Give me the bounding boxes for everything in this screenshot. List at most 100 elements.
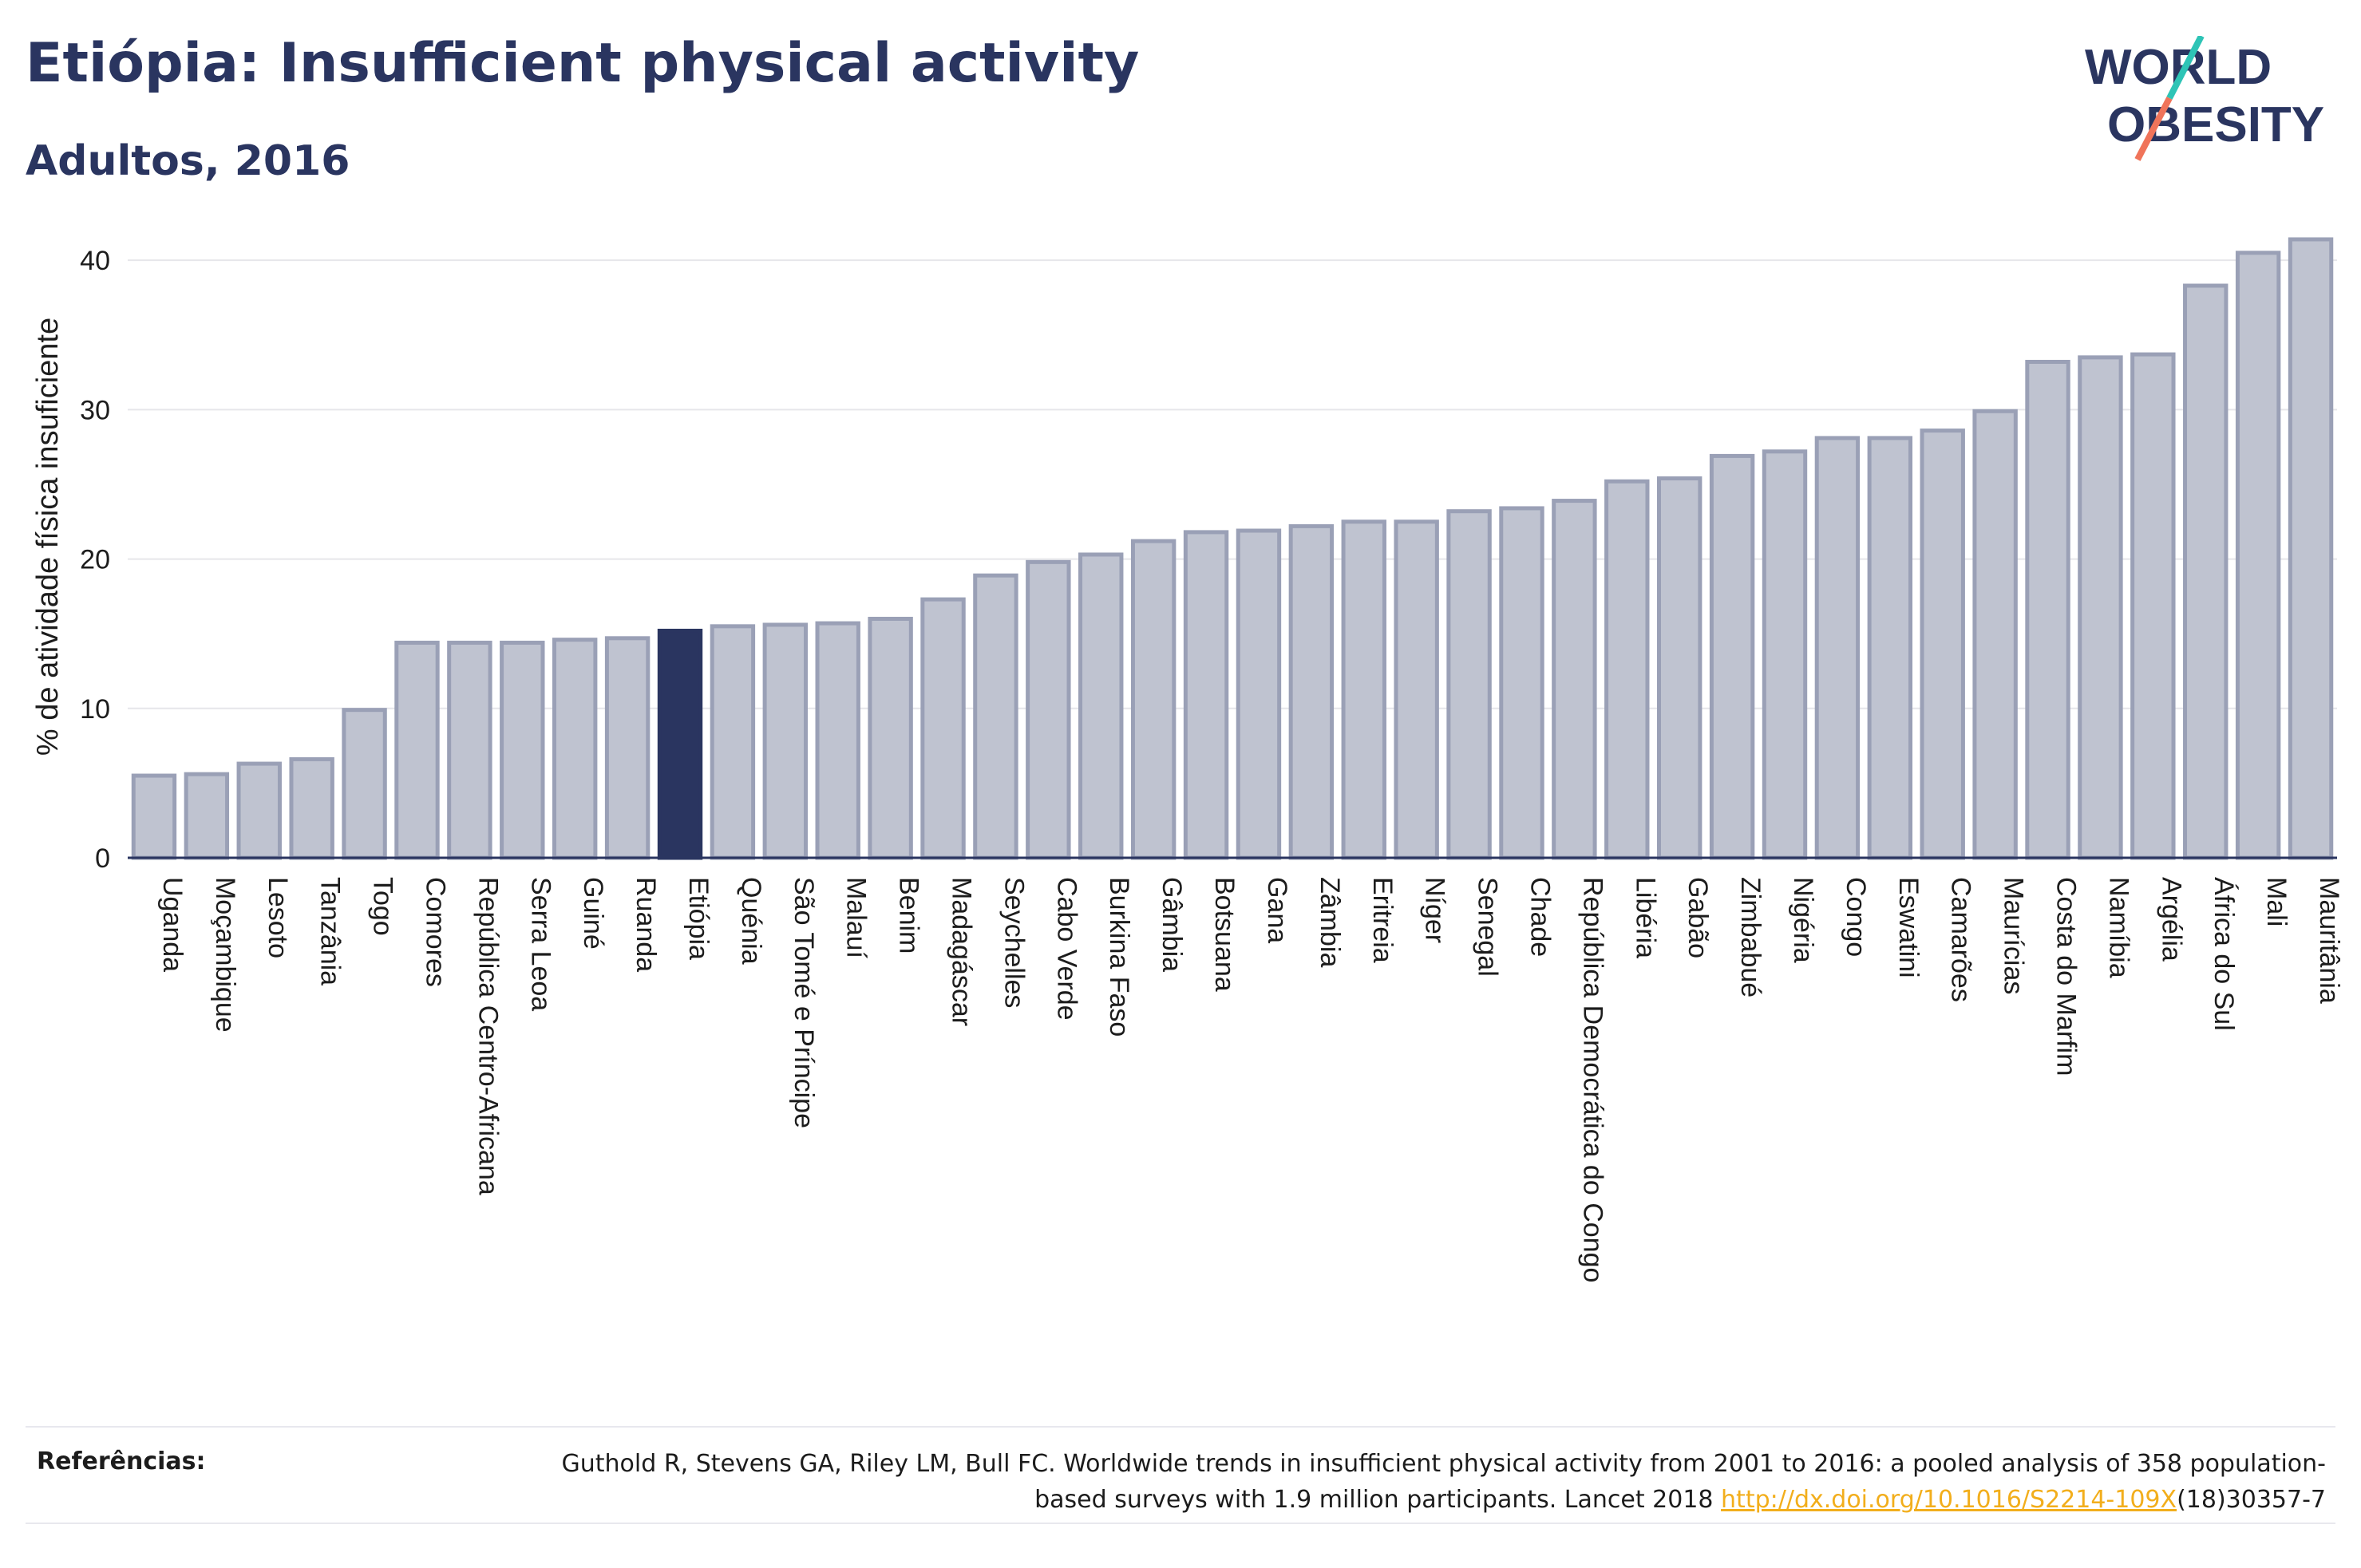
world-obesity-logo: WORLD OBESITY (2085, 36, 2324, 161)
page-title: Etiópia: Insufficient physical activity (26, 32, 1140, 95)
bar-camarões (1920, 429, 1965, 860)
bar-etiópia (657, 628, 703, 860)
references-label: Referências: (37, 1448, 206, 1475)
divider-top (26, 1426, 2335, 1428)
x-tick-label: África do Sul (2209, 877, 2239, 1031)
bar-libéria (1604, 479, 1650, 860)
y-tick-label: 20 (80, 545, 110, 575)
x-tick-label: República Centro-Africana (473, 877, 503, 1195)
y-tick-label: 0 (95, 843, 110, 874)
x-tick-label: Benim (894, 877, 924, 954)
bar-moçambique (184, 772, 230, 860)
x-tick-label: República Democrática do Congo (1577, 877, 1608, 1282)
divider-bottom (26, 1523, 2335, 1524)
references-citation: Guthold R, Stevens GA, Riley LM, Bull FC… (561, 1450, 2326, 1514)
bar-áfrica-do-sul (2183, 283, 2229, 860)
bar-níger (1394, 519, 1439, 860)
bar-senegal (1446, 509, 1492, 860)
bar-zâmbia (1288, 523, 1335, 860)
x-tick-label: Namíbia (2103, 877, 2134, 978)
bar-cabo-verde (1026, 559, 1071, 860)
bar-lesoto (236, 761, 282, 860)
x-tick-label: Ruanda (631, 877, 661, 972)
bar-gana (1236, 528, 1282, 860)
bar-maurícias (1972, 409, 2018, 860)
logo-slash-teal (2166, 36, 2205, 100)
x-tick-label: Seychelles (999, 877, 1029, 1008)
x-tick-label: Quénia (736, 877, 766, 965)
bar-eswatini (1867, 436, 1913, 860)
x-tick-label: Serra Leoa (525, 877, 556, 1011)
bar-chade (1499, 506, 1544, 860)
bar-gâmbia (1130, 539, 1177, 860)
x-tick-label: Zâmbia (1315, 877, 1345, 967)
x-tick-label: Maurícias (1999, 877, 2029, 994)
x-tick-label: Eswatini (1893, 877, 1924, 978)
references-text: Guthold R, Stevens GA, Riley LM, Bull FC… (490, 1446, 2326, 1518)
x-tick-label: Togo (368, 877, 398, 936)
bar-serra-leoa (500, 640, 545, 860)
x-tick-label: Madagáscar (947, 877, 977, 1026)
x-tick-label: Chade (1525, 877, 1555, 957)
bar-costa-do-marfim (2025, 359, 2070, 860)
x-tick-label: Botsuana (1209, 877, 1240, 992)
bar-quénia (710, 624, 756, 860)
x-tick-label: Uganda (157, 877, 188, 972)
bar-congo (1814, 436, 1861, 860)
y-tick-label: 40 (80, 246, 110, 276)
bar-são-tomé-e-príncipe (762, 622, 809, 860)
x-tick-label: Burkina Faso (1104, 877, 1134, 1037)
bar-gabão (1656, 476, 1703, 860)
x-tick-label: Lesoto (263, 877, 293, 958)
bar-argélia (2130, 352, 2176, 860)
y-tick-label: 10 (80, 694, 110, 725)
bar-comores (394, 640, 440, 860)
grid-layer (128, 259, 2337, 709)
y-tick-label: 30 (80, 395, 110, 425)
x-tick-label: Comores (420, 877, 450, 987)
bar-chart: 0 10 20 30 40 Uganda Moçambique Lesoto Tanzânia… (31, 237, 2344, 1282)
x-tick-label: Mauritânia (2314, 877, 2344, 1004)
x-tick-label: Gâmbia (1157, 877, 1187, 972)
bar-burkina-faso (1078, 552, 1124, 860)
bar-botsuana (1183, 530, 1229, 860)
x-tick-label: Guiné (578, 877, 608, 950)
logo-slash-coral (2134, 97, 2173, 161)
bar-seychelles (973, 573, 1018, 860)
bar-eritreia (1341, 519, 1386, 860)
x-tick-label: Cabo Verde (1051, 877, 1082, 1021)
x-tick-label: Gana (1262, 877, 1292, 943)
x-tick-label: Argélia (2156, 877, 2186, 962)
x-tick-label: Etiópia (683, 877, 714, 960)
x-tick-label: Moçambique (210, 877, 240, 1033)
x-tick-label: Libéria (1630, 877, 1660, 958)
x-tick-label: Zimbabué (1735, 877, 1766, 997)
x-tick-label: Congo (1841, 877, 1871, 957)
x-tick-label: São Tomé e Príncipe (789, 877, 819, 1128)
references-link[interactable]: http://dx.doi.org/10.1016/S2214-109X (1721, 1486, 2177, 1514)
bar-nigéria (1762, 449, 1808, 860)
bar-zimbabué (1709, 453, 1755, 860)
bar-ruanda (604, 636, 651, 860)
x-tick-label: Camarões (1946, 877, 1976, 1002)
x-tick-label: Eritreia (1367, 877, 1398, 963)
bar-malauí (815, 621, 860, 860)
bar-layer (131, 237, 2334, 860)
bar-república-centro-africana (447, 640, 492, 860)
x-tick-label: Tanzânia (315, 877, 346, 985)
bar-república-democrática-do-congo (1552, 499, 1597, 860)
bar-uganda (131, 773, 177, 860)
bar-mauritânia (2288, 237, 2334, 860)
x-tick-label: Gabão (1683, 877, 1713, 958)
bar-guiné (552, 638, 598, 860)
label-layer: Uganda Moçambique Lesoto Tanzânia Togo Comore… (157, 877, 2344, 1282)
x-tick-label: Costa do Marfim (2051, 877, 2082, 1076)
x-tick-label: Senegal (1473, 877, 1503, 977)
x-tick-label: Malauí (841, 877, 872, 959)
bar-tanzânia (289, 756, 334, 860)
page-subtitle: Adultos, 2016 (26, 137, 350, 185)
bar-mali (2235, 251, 2281, 860)
y-axis-title: % de atividade física insuficiente (31, 318, 65, 756)
x-tick-label: Mali (2261, 877, 2292, 926)
x-tick-label: Nigéria (1788, 877, 1818, 963)
